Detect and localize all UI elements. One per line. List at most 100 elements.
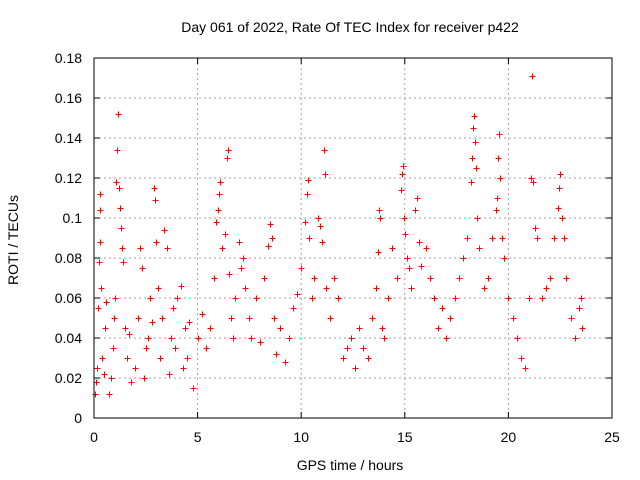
x-tick-label: 10 [293, 429, 309, 445]
data-point [373, 285, 380, 292]
data-point [317, 223, 324, 230]
data-point [556, 185, 563, 192]
data-point [510, 315, 517, 322]
data-point [456, 275, 463, 282]
data-point [137, 245, 144, 252]
data-point [578, 295, 585, 302]
data-point [184, 355, 191, 362]
y-tick-label: 0.08 [55, 250, 82, 266]
data-point [323, 285, 330, 292]
data-point [215, 207, 222, 214]
data-point [406, 265, 413, 272]
data-point [114, 147, 121, 154]
data-point [557, 171, 564, 178]
data-point [529, 73, 536, 80]
data-point [322, 171, 329, 178]
data-point [298, 265, 305, 272]
data-point [139, 265, 146, 272]
data-point [559, 215, 566, 222]
data-point [431, 295, 438, 302]
data-point [151, 185, 158, 192]
plot-frame [93, 57, 613, 419]
data-point [174, 295, 181, 302]
data-point [561, 235, 568, 242]
data-point [495, 155, 502, 162]
data-point [389, 245, 396, 252]
data-point [96, 259, 103, 266]
data-point [178, 283, 185, 290]
data-point [547, 275, 554, 282]
data-point [97, 191, 104, 198]
data-point [551, 235, 558, 242]
data-point [273, 351, 280, 358]
data-point [471, 113, 478, 120]
data-point [157, 355, 164, 362]
data-point [282, 359, 289, 366]
data-point [265, 243, 272, 250]
data-point [132, 365, 139, 372]
data-point [238, 265, 245, 272]
data-point [408, 285, 415, 292]
data-point [306, 235, 313, 242]
data-point [319, 239, 326, 246]
data-point [400, 163, 407, 170]
data-point [199, 311, 206, 318]
data-point [207, 325, 214, 332]
data-point [153, 239, 160, 246]
data-point [576, 305, 583, 312]
data-point [381, 335, 388, 342]
data-point [101, 371, 108, 378]
data-point [398, 187, 405, 194]
y-tick-label: 0.18 [55, 50, 82, 66]
data-point [242, 285, 249, 292]
data-point [452, 295, 459, 302]
data-point [404, 255, 411, 262]
data-point [539, 295, 546, 302]
data-point [532, 225, 539, 232]
data-point [315, 215, 322, 222]
data-point [97, 239, 104, 246]
data-point [277, 325, 284, 332]
x-tick-label: 5 [194, 429, 202, 445]
data-point [311, 275, 318, 282]
data-point [126, 331, 133, 338]
data-point [106, 391, 113, 398]
y-tick-label: 0.04 [55, 330, 82, 346]
x-tick-label: 25 [604, 429, 620, 445]
data-point [375, 249, 382, 256]
data-point [294, 291, 301, 298]
data-point [122, 325, 129, 332]
data-point [385, 295, 392, 302]
data-point [172, 345, 179, 352]
data-point [472, 139, 479, 146]
data-point [344, 345, 351, 352]
data-point [92, 391, 99, 398]
data-point [149, 319, 156, 326]
x-tick-label: 0 [90, 429, 98, 445]
data-point [493, 207, 500, 214]
data-point [290, 305, 297, 312]
data-point [470, 125, 477, 132]
data-point [216, 191, 223, 198]
data-point [115, 111, 122, 118]
data-point [248, 335, 255, 342]
y-tick-label: 0.14 [55, 130, 82, 146]
data-point [481, 285, 488, 292]
data-point [416, 239, 423, 246]
data-point [145, 335, 152, 342]
data-point [213, 219, 220, 226]
data-point [118, 225, 125, 232]
data-point [394, 275, 401, 282]
y-tick-label: 0.02 [55, 370, 82, 386]
y-axis-tick-labels: 0 0.02 0.04 0.06 0.08 0.1 0.12 0.14 0.16 0.18 [55, 50, 82, 426]
chart-title: Day 061 of 2022, Rate Of TEC Index for r… [181, 19, 519, 35]
data-point [117, 205, 124, 212]
y-tick-label: 0.16 [55, 90, 82, 106]
data-point [219, 245, 226, 252]
data-point [499, 235, 506, 242]
data-point [113, 179, 120, 186]
data-point [414, 195, 421, 202]
data-point [257, 339, 264, 346]
data-point [335, 295, 342, 302]
